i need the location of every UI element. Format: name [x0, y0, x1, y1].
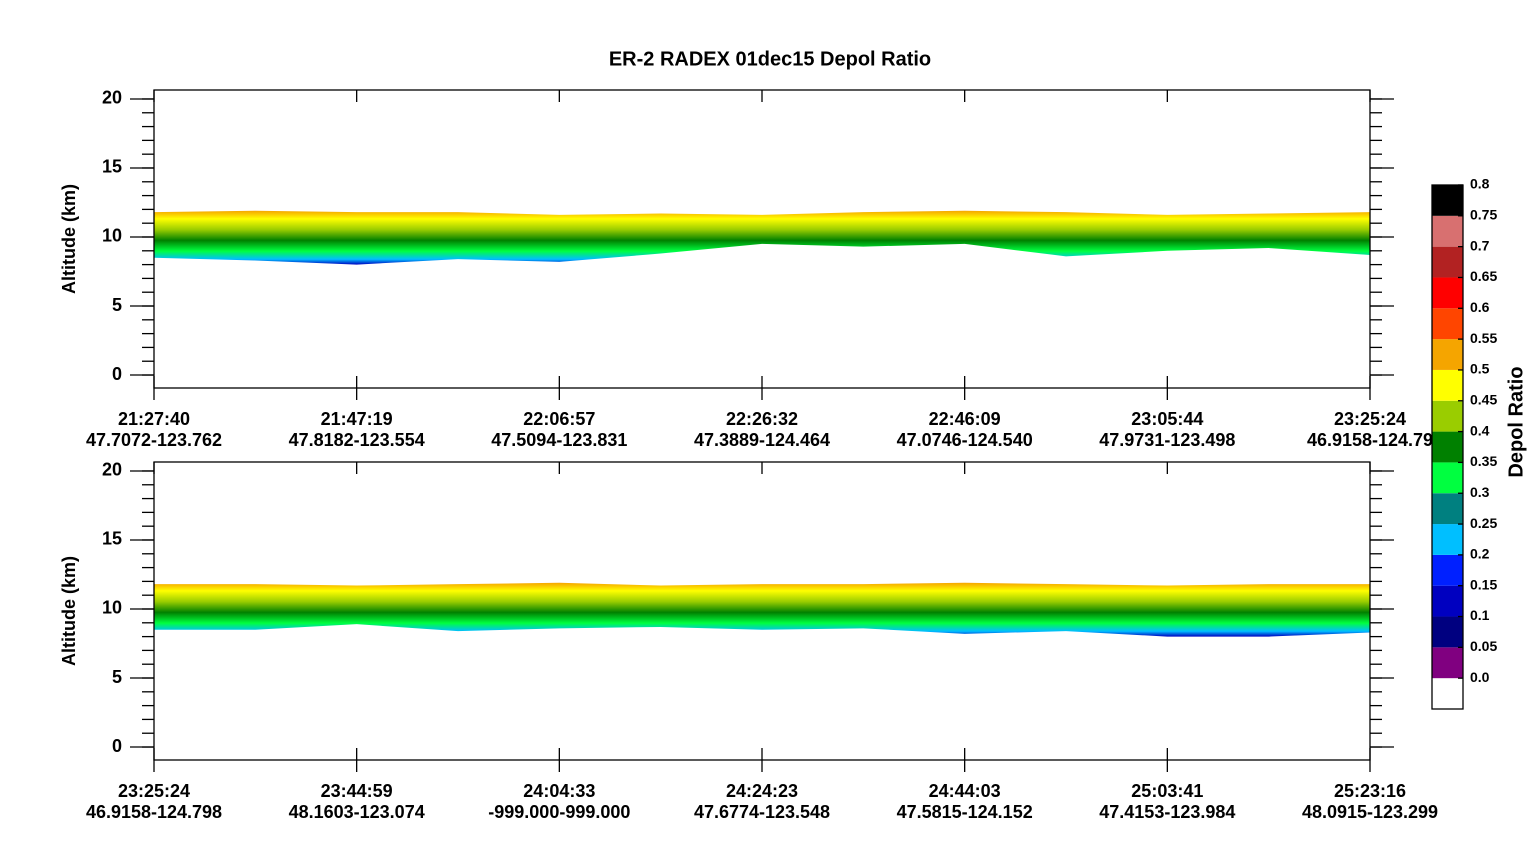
x-tick-time: 21:47:19: [321, 409, 393, 429]
y-tick-label: 20: [102, 460, 122, 480]
colorbar-tick-label: 0.75: [1470, 207, 1497, 223]
x-tick-time: 25:23:16: [1334, 781, 1406, 801]
colorbar-block: [1432, 462, 1463, 494]
x-tick-location: 47.0746-124.540: [897, 430, 1033, 450]
colorbar-block: [1432, 185, 1463, 216]
x-tick-location: 48.0915-123.299: [1302, 802, 1438, 822]
x-tick-location: 47.3889-124.464: [694, 430, 830, 450]
colorbar-tick-label: 0.3: [1470, 484, 1490, 500]
colorbar-block: [1432, 554, 1463, 586]
colorbar-frame: [1431, 184, 1464, 710]
y-tick-label: 20: [102, 88, 122, 108]
colorbar-title: Depol Ratio: [1505, 366, 1527, 477]
x-tick-time: 23:25:24: [1334, 409, 1406, 429]
colorbar-tick-label: 0.7: [1470, 237, 1490, 253]
colorbar-block: [1432, 215, 1463, 247]
x-tick-location: 47.5094-123.831: [491, 430, 627, 450]
colorbar-tick-label: 0.05: [1470, 638, 1497, 654]
colorbar-block: [1432, 308, 1463, 340]
chart-title: ER-2 RADEX 01dec15 Depol Ratio: [609, 48, 931, 70]
colorbar-tick-label: 0.55: [1470, 330, 1497, 346]
colorbar-block: [1432, 524, 1463, 555]
colorbar-tick-label: 0.8: [1470, 176, 1490, 192]
colorbar-tick-label: 0.35: [1470, 453, 1497, 469]
x-tick-location: 46.9158-124.798: [86, 802, 222, 822]
colorbar-tick-label: 0.6: [1470, 299, 1490, 315]
x-tick-time: 23:44:59: [321, 781, 393, 801]
x-tick-location: 47.4153-123.984: [1099, 802, 1235, 822]
y-axis-title: Altitude (km): [59, 184, 79, 294]
x-tick-location: 46.9158-124.79: [1307, 430, 1433, 450]
y-tick-label: 5: [112, 667, 122, 687]
colorbar-tick-label: 0.45: [1470, 391, 1497, 407]
x-tick-time: 22:06:57: [523, 409, 595, 429]
colorbar-block: [1432, 647, 1463, 679]
colorbar-block: [1432, 277, 1463, 309]
colorbar-block: [1432, 678, 1463, 709]
colorbar-block: [1432, 400, 1463, 432]
colorbar-tick-label: 0.5: [1470, 361, 1490, 377]
x-tick-time: 21:27:40: [118, 409, 190, 429]
colorbar-tick-label: 0.15: [1470, 576, 1497, 592]
x-tick-time: 24:24:23: [726, 781, 798, 801]
colorbar-block: [1432, 369, 1463, 401]
x-tick-time: 24:04:33: [523, 781, 595, 801]
x-tick-location: -999.000-999.000: [488, 802, 630, 822]
colorbar-block: [1432, 431, 1463, 463]
x-tick-time: 23:25:24: [118, 781, 190, 801]
y-tick-label: 15: [102, 157, 122, 177]
x-tick-time: 22:46:09: [929, 409, 1001, 429]
y-tick-label: 15: [102, 529, 122, 549]
y-tick-label: 0: [112, 364, 122, 384]
colorbar-block: [1432, 616, 1463, 648]
colorbar-block: [1432, 246, 1463, 278]
x-tick-location: 47.8182-123.554: [289, 430, 425, 450]
x-tick-time: 22:26:32: [726, 409, 798, 429]
colorbar-tick-label: 0.4: [1470, 422, 1490, 438]
y-tick-label: 5: [112, 295, 122, 315]
y-tick-label: 10: [102, 598, 122, 618]
colorbar-tick-label: 0.0: [1470, 669, 1490, 685]
x-tick-time: 25:03:41: [1131, 781, 1203, 801]
x-tick-location: 47.6774-123.548: [694, 802, 830, 822]
colorbar-tick-label: 0.65: [1470, 268, 1497, 284]
colorbar-tick-label: 0.2: [1470, 546, 1490, 562]
x-tick-location: 47.9731-123.498: [1099, 430, 1235, 450]
x-tick-location: 47.7072-123.762: [86, 430, 222, 450]
y-tick-label: 10: [102, 226, 122, 246]
x-tick-location: 48.1603-123.074: [289, 802, 425, 822]
colorbar-block: [1432, 585, 1463, 617]
colorbar-tick-label: 0.1: [1470, 607, 1490, 623]
y-tick-label: 0: [112, 736, 122, 756]
colorbar-block: [1432, 493, 1463, 525]
cloud-layer: [154, 210, 1370, 265]
cloud-layer: [154, 582, 1370, 637]
x-tick-location: 47.5815-124.152: [897, 802, 1033, 822]
x-tick-time: 24:44:03: [929, 781, 1001, 801]
y-axis-title: Altitude (km): [59, 556, 79, 666]
colorbar-tick-label: 0.25: [1470, 515, 1497, 531]
x-tick-time: 23:05:44: [1131, 409, 1203, 429]
colorbar-block: [1432, 339, 1463, 370]
